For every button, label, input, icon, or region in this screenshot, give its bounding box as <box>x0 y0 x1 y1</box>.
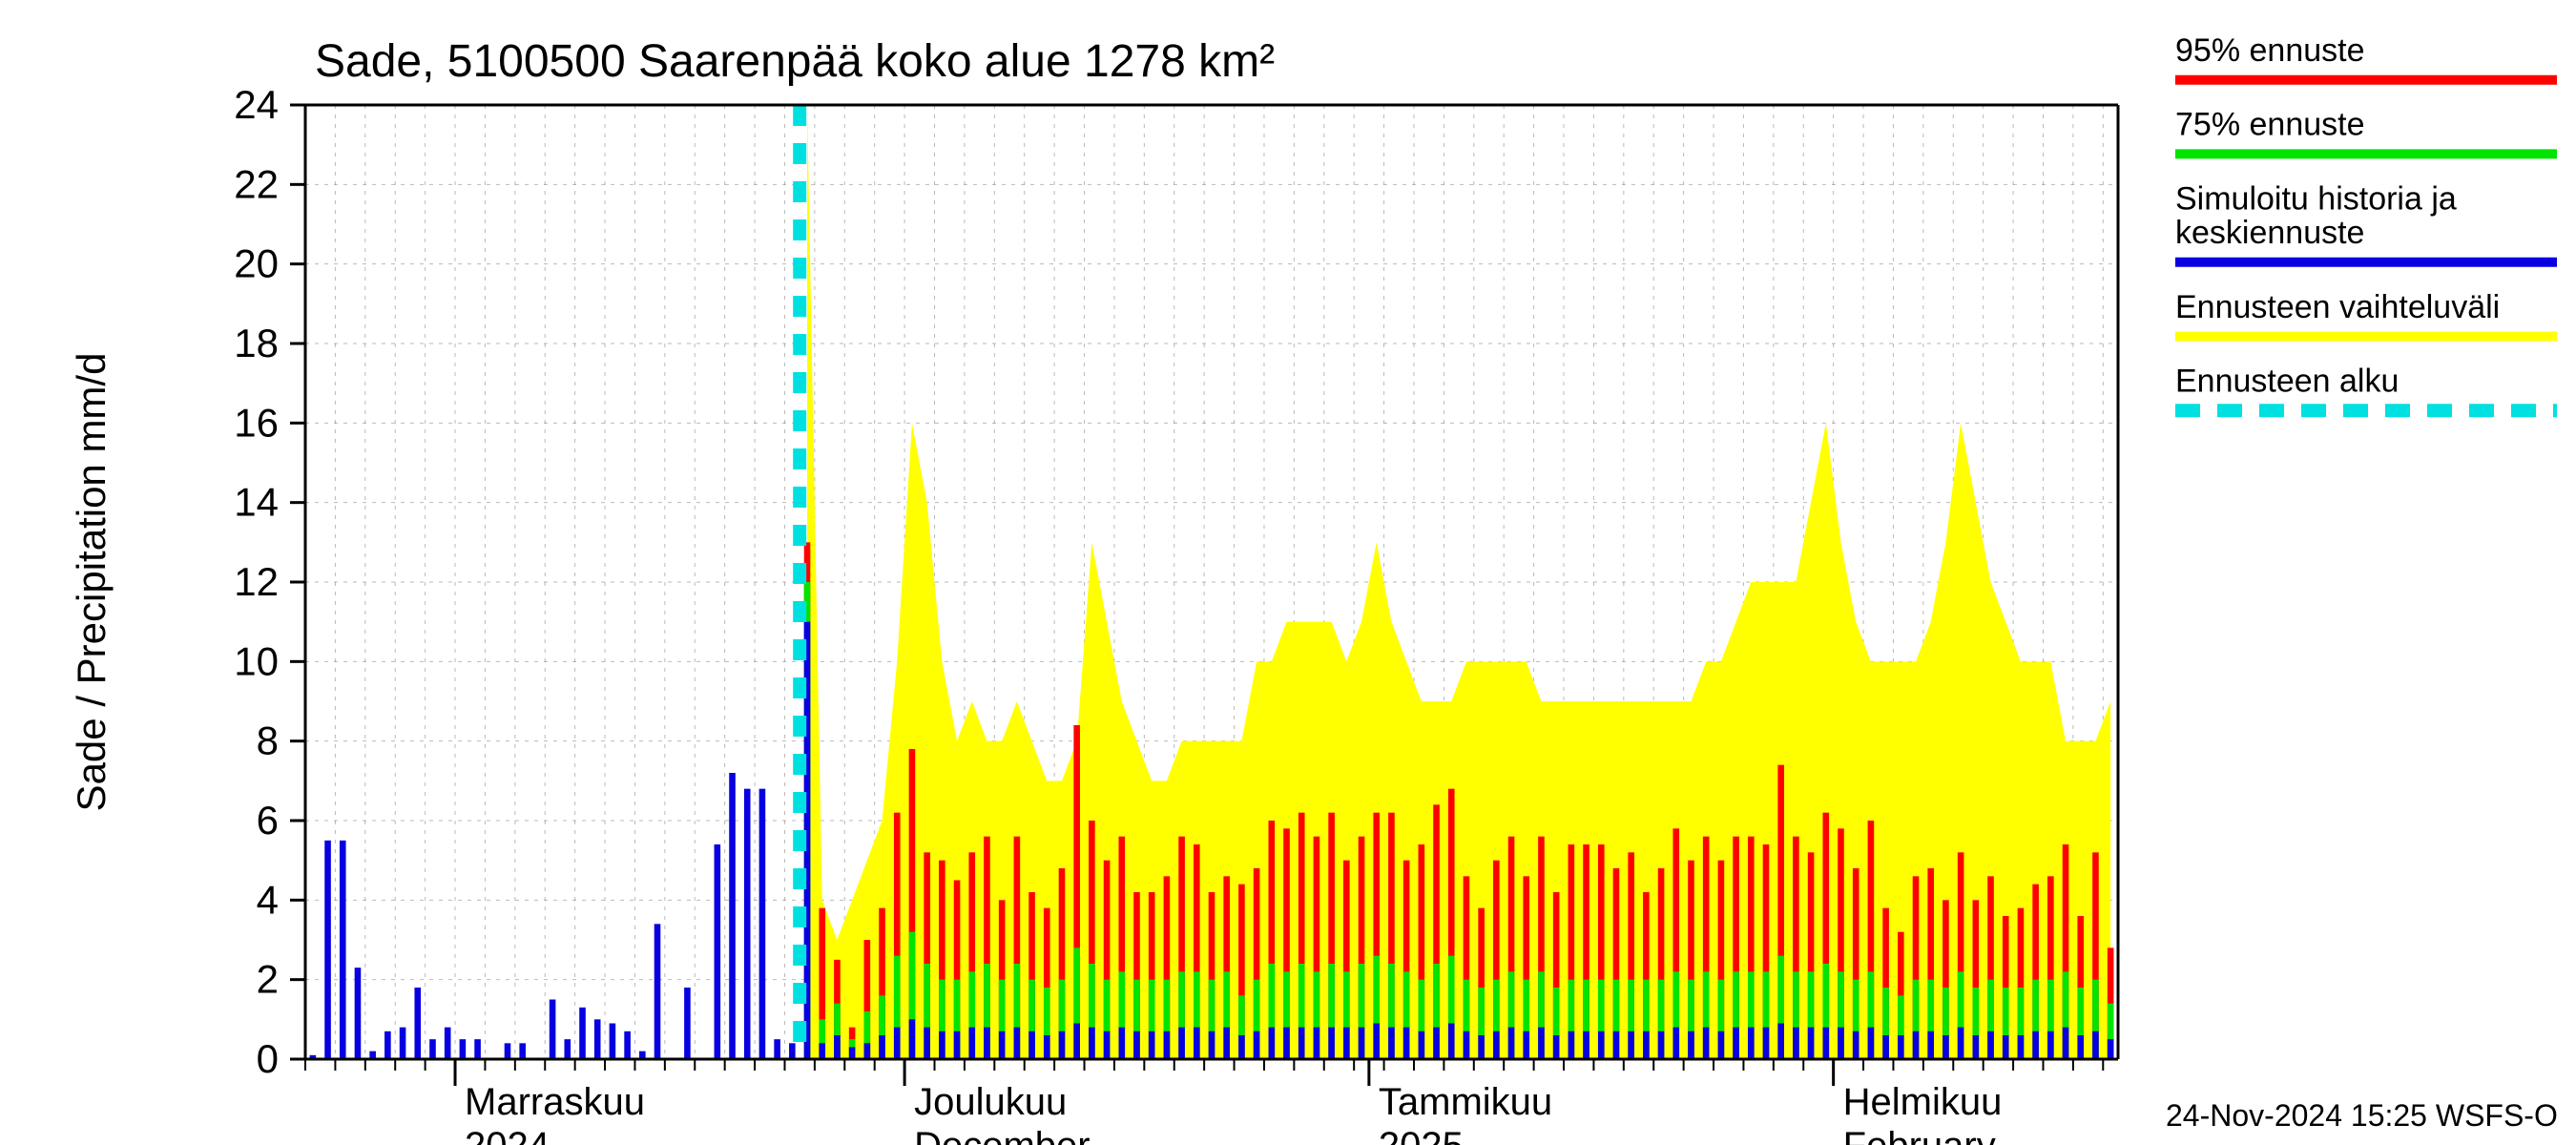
chart-footer: 24-Nov-2024 15:25 WSFS-O <box>2166 1098 2558 1133</box>
legend-label: Ennusteen vaihteluväli <box>2175 289 2500 325</box>
x-month-label: Helmikuu <box>1843 1081 2003 1123</box>
history-bar <box>774 1039 780 1059</box>
history-bar <box>460 1039 467 1059</box>
precipitation-chart: 024681012141618202224Marraskuu2024Jouluk… <box>0 0 2576 1145</box>
y-tick-label: 6 <box>257 798 279 843</box>
chart-title: Sade, 5100500 Saarenpää koko alue 1278 k… <box>315 36 1275 87</box>
legend-label: 95% ennuste <box>2175 32 2365 69</box>
history-bar <box>324 841 331 1059</box>
legend-label: Simuloitu historia jakeskiennuste <box>2175 180 2457 251</box>
history-bar <box>624 1031 631 1059</box>
history-bar <box>519 1043 526 1059</box>
y-tick-label: 4 <box>257 877 279 922</box>
history-bar <box>550 1000 556 1060</box>
history-bar <box>355 968 362 1059</box>
y-tick-label: 2 <box>257 957 279 1002</box>
history-bar <box>744 789 751 1059</box>
legend-label: 75% ennuste <box>2175 107 2365 143</box>
history-bar <box>715 844 721 1059</box>
history-bar <box>340 841 346 1059</box>
y-tick-label: 0 <box>257 1036 279 1081</box>
history-bar <box>654 924 661 1059</box>
x-month-sublabel: 2024 <box>465 1125 550 1145</box>
history-bar <box>729 773 736 1059</box>
history-bar <box>684 988 691 1059</box>
y-tick-label: 12 <box>234 559 279 604</box>
history-bar <box>384 1031 391 1059</box>
history-bar <box>564 1039 571 1059</box>
history-bar <box>429 1039 436 1059</box>
y-tick-label: 16 <box>234 400 279 445</box>
legend: 95% ennuste 75% ennuste Simuloitu historia… <box>2175 32 2557 410</box>
y-tick-label: 24 <box>234 82 279 127</box>
history-bar <box>610 1024 616 1060</box>
history-bar <box>505 1043 511 1059</box>
x-month-sublabel: 2025 <box>1379 1125 1464 1145</box>
x-month-label: Tammikuu <box>1379 1081 1552 1123</box>
x-month-sublabel: February <box>1843 1125 1996 1145</box>
history-bar <box>445 1028 451 1059</box>
history-bar <box>579 1008 586 1059</box>
history-bar <box>759 789 766 1059</box>
y-tick-label: 20 <box>234 241 279 286</box>
x-month-label: Joulukuu <box>914 1081 1067 1123</box>
y-axis-label: Sade / Precipitation mm/d <box>69 353 114 812</box>
history-bar <box>400 1028 406 1059</box>
x-month-label: Marraskuu <box>465 1081 645 1123</box>
y-tick-label: 14 <box>234 480 279 525</box>
y-tick-label: 18 <box>234 321 279 365</box>
history-bar <box>474 1039 481 1059</box>
history-bar <box>789 1043 796 1059</box>
y-tick-label: 10 <box>234 638 279 683</box>
x-month-sublabel: December <box>914 1125 1091 1145</box>
history-bar <box>594 1019 601 1059</box>
y-tick-label: 22 <box>234 161 279 206</box>
history-bar <box>414 988 421 1059</box>
legend-label: Ennusteen alku <box>2175 364 2399 400</box>
y-tick-label: 8 <box>257 718 279 763</box>
